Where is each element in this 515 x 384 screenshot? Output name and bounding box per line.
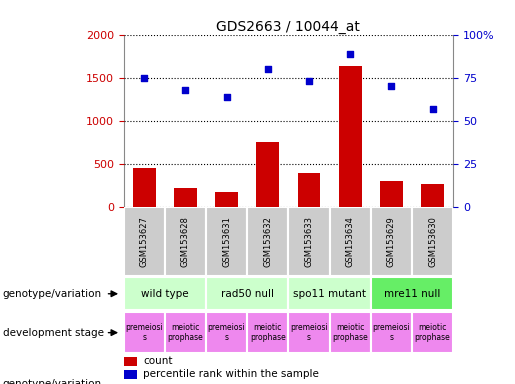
Bar	[206, 207, 247, 276]
Bar	[288, 277, 371, 310]
Text: premeiosi
s: premeiosi s	[208, 323, 246, 343]
Bar	[124, 277, 206, 310]
Text: rad50 null: rad50 null	[221, 289, 273, 299]
Bar	[215, 192, 238, 207]
Bar	[371, 207, 412, 276]
Point	[140, 74, 148, 81]
Bar	[247, 207, 288, 276]
Bar	[174, 188, 197, 207]
Text: genotype/variation: genotype/variation	[3, 289, 101, 299]
Text: premeiosi
s: premeiosi s	[125, 323, 163, 343]
Bar	[206, 277, 288, 310]
Text: GSM153632: GSM153632	[263, 217, 272, 267]
Point	[428, 106, 437, 112]
Text: development stage: development stage	[3, 328, 104, 338]
Point	[387, 83, 396, 89]
Bar	[206, 312, 247, 353]
Bar	[330, 312, 371, 353]
Point	[181, 87, 190, 93]
Bar	[412, 312, 453, 353]
Text: GSM153634: GSM153634	[346, 217, 355, 267]
Bar	[288, 207, 330, 276]
Text: GSM153628: GSM153628	[181, 217, 190, 267]
Bar	[124, 370, 137, 379]
Text: spo11 mutant: spo11 mutant	[293, 289, 366, 299]
Bar	[247, 312, 288, 353]
Text: GSM153630: GSM153630	[428, 217, 437, 267]
Text: premeiosi
s: premeiosi s	[372, 323, 410, 343]
Text: percentile rank within the sample: percentile rank within the sample	[143, 369, 319, 379]
Title: GDS2663 / 10044_at: GDS2663 / 10044_at	[216, 20, 360, 33]
Bar	[165, 207, 206, 276]
Text: GSM153629: GSM153629	[387, 217, 396, 267]
Bar	[412, 207, 453, 276]
Bar	[124, 207, 165, 276]
Point	[346, 50, 354, 56]
Bar	[339, 66, 362, 207]
Text: wild type: wild type	[141, 289, 188, 299]
Text: meiotic
prophase: meiotic prophase	[250, 323, 286, 343]
Text: mre11 null: mre11 null	[384, 289, 440, 299]
Bar	[330, 207, 371, 276]
Bar	[165, 312, 206, 353]
Text: meiotic
prophase: meiotic prophase	[332, 323, 368, 343]
Bar	[380, 181, 403, 207]
Text: genotype/variation: genotype/variation	[3, 379, 101, 384]
Point	[264, 66, 272, 72]
Bar	[256, 142, 279, 207]
Bar	[133, 169, 156, 207]
Bar	[421, 184, 444, 207]
Point	[305, 78, 313, 84]
Text: GSM153631: GSM153631	[222, 217, 231, 267]
Bar	[298, 173, 320, 207]
Text: meiotic
prophase: meiotic prophase	[167, 323, 203, 343]
Bar	[371, 277, 453, 310]
Text: GSM153627: GSM153627	[140, 217, 149, 267]
Text: premeiosi
s: premeiosi s	[290, 323, 328, 343]
Point	[222, 94, 231, 100]
Bar	[371, 312, 412, 353]
Text: meiotic
prophase: meiotic prophase	[415, 323, 451, 343]
Text: count: count	[143, 356, 173, 366]
Bar	[124, 357, 137, 366]
Text: GSM153633: GSM153633	[304, 217, 314, 267]
Bar	[288, 312, 330, 353]
Bar	[124, 312, 165, 353]
